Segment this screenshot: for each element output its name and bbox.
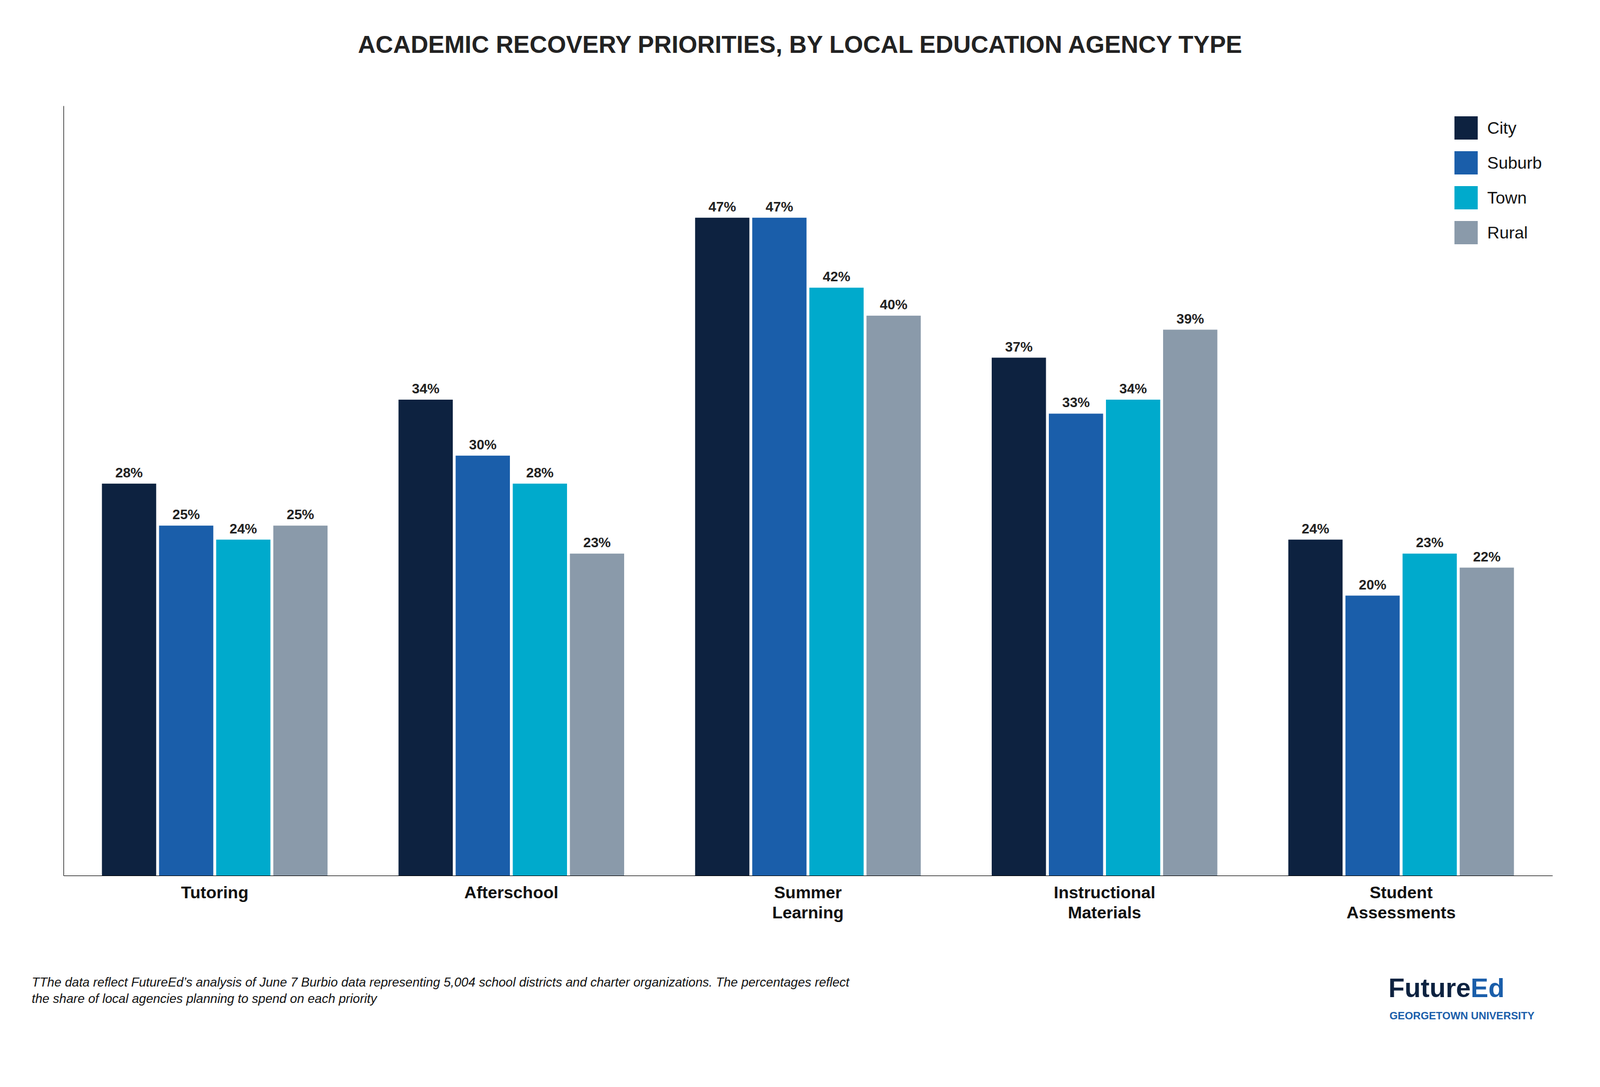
footnote-line: TThe data reflect FutureEd’s analysis of…: [31, 975, 850, 990]
bar: [102, 483, 157, 876]
bar: [398, 399, 453, 876]
data-label: 22%: [1473, 549, 1501, 565]
bar: [273, 525, 328, 876]
data-label: 23%: [583, 534, 611, 551]
data-label: 47%: [765, 198, 793, 215]
x-tick-label: StudentAssessments: [1346, 883, 1456, 923]
x-tick: InstructionalMaterials: [1053, 883, 1156, 923]
bar: [512, 483, 568, 876]
data-label: 23%: [1415, 534, 1444, 551]
legend-swatch: [1454, 221, 1478, 245]
bar: [866, 315, 921, 876]
data-label: 33%: [1062, 394, 1090, 411]
x-tick-label: InstructionalMaterials: [1053, 883, 1156, 923]
x-tick-label: Tutoring: [180, 883, 249, 903]
bar: [569, 553, 625, 876]
bar: [216, 540, 271, 876]
legend: City Suburb Town Rural: [1454, 116, 1542, 245]
x-tick-label-line: Afterschool: [464, 883, 559, 903]
x-tick: Tutoring: [180, 883, 249, 903]
bar: [695, 217, 750, 876]
data-label: 47%: [708, 198, 736, 215]
bar: [1402, 553, 1458, 876]
title: ACADEMIC RECOVERY PRIORITIES, BY LOCAL E…: [358, 30, 1243, 59]
x-tick: Afterschool: [464, 883, 559, 903]
bar: [159, 525, 214, 876]
x-tick: StudentAssessments: [1346, 883, 1456, 923]
data-label: 37%: [1004, 339, 1033, 355]
bar: [1048, 413, 1104, 876]
plot: 28% 34% 47% 37% 24% 25% 30% 47% 33% 20% 24% 28% 42% 3…: [64, 106, 1553, 923]
data-label: 24%: [229, 520, 258, 537]
data-label: 42%: [822, 268, 850, 285]
data-label: 39%: [1176, 311, 1204, 327]
bar-series: [159, 217, 1401, 876]
y-axis: [63, 106, 64, 877]
bar: [1105, 399, 1161, 876]
x-tick-label: SummerLearning: [772, 883, 844, 923]
logo-part: Future: [1388, 973, 1471, 1004]
legend-label: City: [1487, 118, 1517, 138]
data-label: 34%: [412, 380, 440, 397]
x-tick-label-line: Instructional: [1053, 883, 1156, 903]
legend-label: Suburb: [1487, 153, 1542, 173]
annotations: TThe data reflect FutureEd’s analysis of…: [31, 973, 1535, 1022]
x-axis: Tutoring Afterschool SummerLearning Instruc…: [64, 876, 1553, 923]
bar: [991, 358, 1047, 876]
data-label: 30%: [469, 436, 497, 453]
x-tick-label-line: Learning: [772, 903, 844, 923]
logo: FutureEd: [1388, 973, 1505, 1004]
data-label: 40%: [879, 296, 908, 313]
legend-swatch: [1454, 116, 1478, 140]
data-labels: 28% 34% 47% 37% 24% 25% 30% 47% 33% 20% 24% 28% 42% 3…: [115, 198, 1501, 593]
bar: [1163, 330, 1218, 876]
bar: [809, 287, 864, 876]
legend-label: Rural: [1487, 223, 1528, 243]
footnote: TThe data reflect FutureEd’s analysis of…: [31, 975, 850, 1007]
legend-swatch: [1454, 151, 1478, 175]
bar: [1288, 540, 1343, 876]
bar: [1459, 568, 1515, 876]
chart: ACADEMIC RECOVERY PRIORITIES, BY LOCAL E…: [0, 0, 1600, 1087]
legend-label: Town: [1487, 188, 1528, 208]
legend-item: Suburb: [1454, 151, 1542, 175]
x-axis-line: [64, 875, 1553, 877]
data-label: 25%: [172, 506, 200, 523]
data-label: 34%: [1119, 380, 1147, 397]
x-tick: SummerLearning: [772, 883, 844, 923]
data-label: 20%: [1358, 577, 1387, 593]
data-label: 25%: [286, 506, 315, 523]
legend-item: Town: [1454, 186, 1528, 210]
data-label: 28%: [115, 464, 143, 481]
bar-series: [273, 315, 1515, 876]
x-tick-label-line: Assessments: [1346, 903, 1456, 923]
legend-swatch: [1454, 186, 1478, 210]
bar: [752, 217, 807, 876]
logo-subtext: GEORGETOWN UNIVERSITY: [1389, 1010, 1535, 1022]
y-axis-line: [63, 106, 64, 877]
bars: [102, 217, 1515, 876]
x-tick-label-line: Student: [1369, 883, 1433, 903]
footnote-line: the share of local agencies planning to …: [31, 991, 378, 1007]
x-tick-label-line: Tutoring: [180, 883, 249, 903]
legend-item: City: [1454, 116, 1517, 140]
data-label: 28%: [526, 464, 554, 481]
x-tick-label-line: Summer: [773, 883, 842, 903]
data-label: 24%: [1301, 520, 1330, 537]
x-tick-label-line: Materials: [1067, 903, 1142, 923]
x-tick-label: Afterschool: [464, 883, 559, 903]
bar-series: [102, 217, 1343, 876]
logo-part: Ed: [1470, 973, 1505, 1004]
bar-series: [216, 287, 1458, 876]
bar: [455, 455, 510, 876]
legend-item: Rural: [1454, 221, 1528, 245]
bar: [1345, 596, 1401, 876]
